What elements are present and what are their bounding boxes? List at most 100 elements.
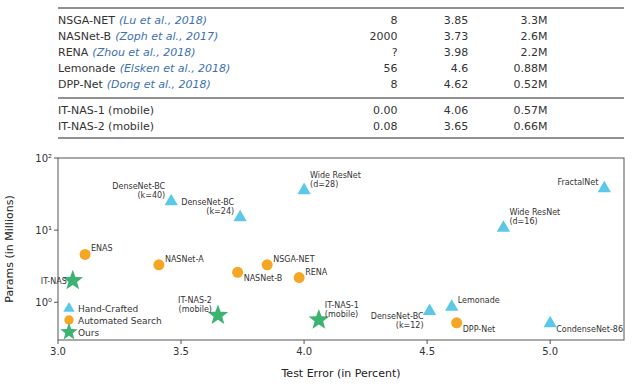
series [165,181,611,327]
label-line: (mobile) [179,305,212,314]
point [598,181,611,193]
table-name: NASNet-B [58,30,111,43]
label-line: ENAS [91,244,113,253]
table-cite: (Zhou et al., 2018) [92,46,195,59]
table-rule [58,8,624,9]
table-cell: 3.3M [521,14,548,27]
point [80,249,91,260]
table-cell: 2.2M [521,46,548,59]
point-label: RENA [305,268,328,277]
point-label: NASNet-B [244,274,283,283]
point [262,259,273,270]
x-tick-label: 4.0 [296,346,312,357]
point-label: Lemonade [458,296,500,305]
table-cell: 4.06 [444,104,469,117]
point [544,316,557,328]
table-cell: 0.66M [514,120,548,133]
annotations: DenseNet-BC(k=40)DenseNet-BC(k=24)Wide R… [41,171,623,334]
axes: 3.03.54.04.55.010⁰10¹10²Test Error (in P… [3,153,624,380]
point-label: IT-NAS-2(mobile) [178,296,212,314]
legend-label: Hand-Crafted [78,304,138,314]
point [451,317,462,328]
point-label: DPP-Net [463,325,496,334]
label-line: Wide ResNet [310,171,361,180]
point [423,303,436,315]
table-cell: 2.6M [521,30,548,43]
label-line: (d=16) [509,217,537,226]
table-cell: 3.98 [444,46,469,59]
table-cell: 0.00 [373,104,398,117]
table: NSGA-NET (Lu et al., 2018) 8 3.85 3.3M NASNet… [58,8,624,138]
table-rule [58,138,624,139]
point-label: IT-NAS [41,277,67,286]
table-name: IT-NAS-1 (mobile) [58,104,154,117]
point-label: DenseNet-BC(k=12) [371,312,424,330]
point-label: FractalNet [557,178,598,187]
point-label: Wide ResNet(d=16) [509,208,560,226]
y-tick [54,230,58,231]
x-tick [181,340,182,344]
table-rule [58,98,624,99]
table-name: NSGA-NET [58,14,115,27]
legend-label: Automated Search [78,316,162,326]
x-tick-label: 3.5 [173,346,189,357]
point [497,220,510,232]
table-cite: (Dong et al., 2018) [107,78,211,91]
series [62,270,329,329]
x-tick [427,340,428,344]
table-cell: 0.52M [514,78,548,91]
label-line: DenseNet-BC [112,182,165,191]
table-cell: 3.85 [444,14,469,27]
label-line: (mobile) [325,310,358,319]
table-name: Lemonade [58,62,116,75]
x-tick-label: 4.5 [419,346,435,357]
y-tick-label: 10¹ [35,225,52,236]
label-line: DenseNet-BC [181,198,234,207]
label-line: IT-NAS-1 [325,301,359,310]
legend-marker [60,323,77,340]
x-tick-label: 5.0 [542,346,558,357]
label-line: (k=24) [206,207,234,216]
table-cell: ? [392,46,398,59]
table-cite: (Zoph et al., 2017) [115,30,218,43]
label-line: (d=28) [310,180,338,189]
table-cite: (Lu et al., 2018) [119,14,207,27]
x-tick-label: 3.0 [50,346,66,357]
point [233,210,246,222]
table-name: IT-NAS-2 (mobile) [58,120,154,133]
label-line: DenseNet-BC [371,312,424,321]
legend: Hand-CraftedAutomated SearchOurs [60,302,161,339]
label-line: IT-NAS [41,277,67,286]
label-line: RENA [305,268,328,277]
point-label: Wide ResNet(d=28) [310,171,361,189]
label-line: (k=40) [137,191,165,200]
point [294,272,305,283]
table-name: DPP-Net [58,78,103,91]
plot-frame [58,158,624,340]
table-cell: 8 [391,14,398,27]
label-line: (k=12) [396,321,424,330]
point-label: ENAS [91,244,113,253]
label-line: DPP-Net [463,325,496,334]
table-cell: 8 [391,78,398,91]
label-line: IT-NAS-2 [178,296,212,305]
table-cell: 3.65 [444,120,469,133]
point-label: NSGA-NET [273,255,314,264]
table-name: RENA [58,46,89,59]
table-cell: 4.6 [451,62,469,75]
table-cell: 56 [384,62,398,75]
table-cell: 2000 [370,30,398,43]
label-line: Lemonade [458,296,500,305]
point-label: DenseNet-BC(k=40) [112,182,165,200]
marks [62,181,610,329]
point [445,299,458,311]
label-line: Wide ResNet [509,208,560,217]
point [153,259,164,270]
x-tick [550,340,551,344]
y-tick [54,302,58,303]
label-line: FractalNet [557,178,598,187]
table-cite: (Elsken et al., 2018) [120,62,231,75]
chart: NSGA-NET (Lu et al., 2018) 8 3.85 3.3M NASNet… [0,0,640,386]
label-line: CondenseNet-86 [556,325,623,334]
point [232,267,243,278]
